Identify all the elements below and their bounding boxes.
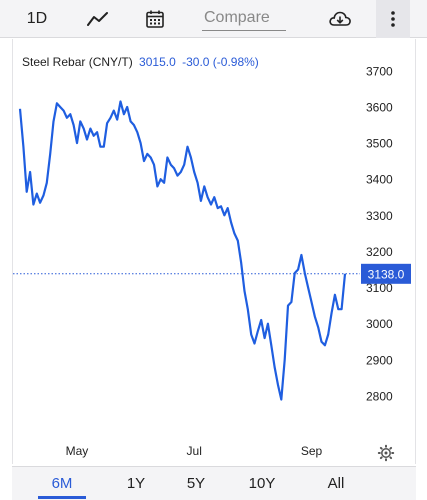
range-button-1y[interactable]: 1Y bbox=[108, 467, 164, 499]
series-line bbox=[18, 100, 347, 401]
chart-toolbar: 1D Compare bbox=[0, 0, 427, 38]
chart-panel bbox=[12, 39, 416, 464]
range-button-label: 6M bbox=[51, 474, 73, 492]
compare-underline bbox=[202, 30, 286, 31]
range-button-label: 1Y bbox=[126, 474, 146, 492]
cloud-download-icon bbox=[329, 11, 351, 26]
legend-instrument-name: Steel Rebar (CNY/T) bbox=[22, 55, 133, 69]
range-button-all[interactable]: All bbox=[308, 467, 364, 499]
range-button-5y[interactable]: 5Y bbox=[168, 467, 224, 499]
legend-change: -30.0 (-0.98%) bbox=[182, 55, 259, 69]
settings-gear-icon[interactable] bbox=[377, 444, 395, 462]
y-tick-label: 3600 bbox=[366, 100, 393, 114]
y-tick-label: 3000 bbox=[366, 317, 393, 331]
y-tick-label: 3700 bbox=[366, 64, 393, 78]
range-button-10y[interactable]: 10Y bbox=[234, 467, 290, 499]
more-vertical-icon bbox=[391, 11, 395, 27]
more-options-button[interactable] bbox=[376, 0, 410, 38]
line-chart-icon bbox=[87, 12, 108, 26]
y-tick-label: 3400 bbox=[366, 173, 393, 187]
compare-placeholder: Compare bbox=[204, 9, 270, 26]
interval-selector[interactable]: 1D bbox=[12, 0, 62, 38]
x-tick-label: Jul bbox=[187, 444, 202, 458]
interval-label: 1D bbox=[26, 10, 48, 27]
y-tick-label: 3300 bbox=[366, 209, 393, 223]
date-range-button[interactable] bbox=[138, 0, 172, 38]
range-button-label: 10Y bbox=[248, 474, 276, 492]
legend-price: 3015.0 bbox=[139, 55, 176, 69]
compare-input[interactable]: Compare bbox=[198, 0, 288, 38]
current-price-label: 3138.0 bbox=[361, 263, 411, 284]
download-button[interactable] bbox=[320, 0, 360, 38]
current-price-text: 3138.0 bbox=[368, 267, 405, 281]
y-tick-label: 2900 bbox=[366, 353, 393, 367]
y-tick-label: 3100 bbox=[366, 281, 393, 295]
x-tick-label: Sep bbox=[301, 444, 323, 458]
range-button-label: All bbox=[327, 474, 345, 492]
x-tick-label: May bbox=[66, 444, 89, 458]
time-range-bar: 6M 1Y 5Y 10Y All bbox=[12, 466, 416, 500]
range-button-6m[interactable]: 6M bbox=[34, 467, 90, 499]
chart-legend: Steel Rebar (CNY/T) 3015.0 -30.0 (-0.98%… bbox=[22, 55, 259, 69]
y-tick-label: 3200 bbox=[366, 245, 393, 259]
y-tick-label: 2800 bbox=[366, 389, 393, 403]
calendar-icon bbox=[146, 10, 164, 28]
y-tick-label: 3500 bbox=[366, 137, 393, 151]
range-button-label: 5Y bbox=[186, 474, 206, 492]
chart-type-button[interactable] bbox=[80, 0, 116, 38]
